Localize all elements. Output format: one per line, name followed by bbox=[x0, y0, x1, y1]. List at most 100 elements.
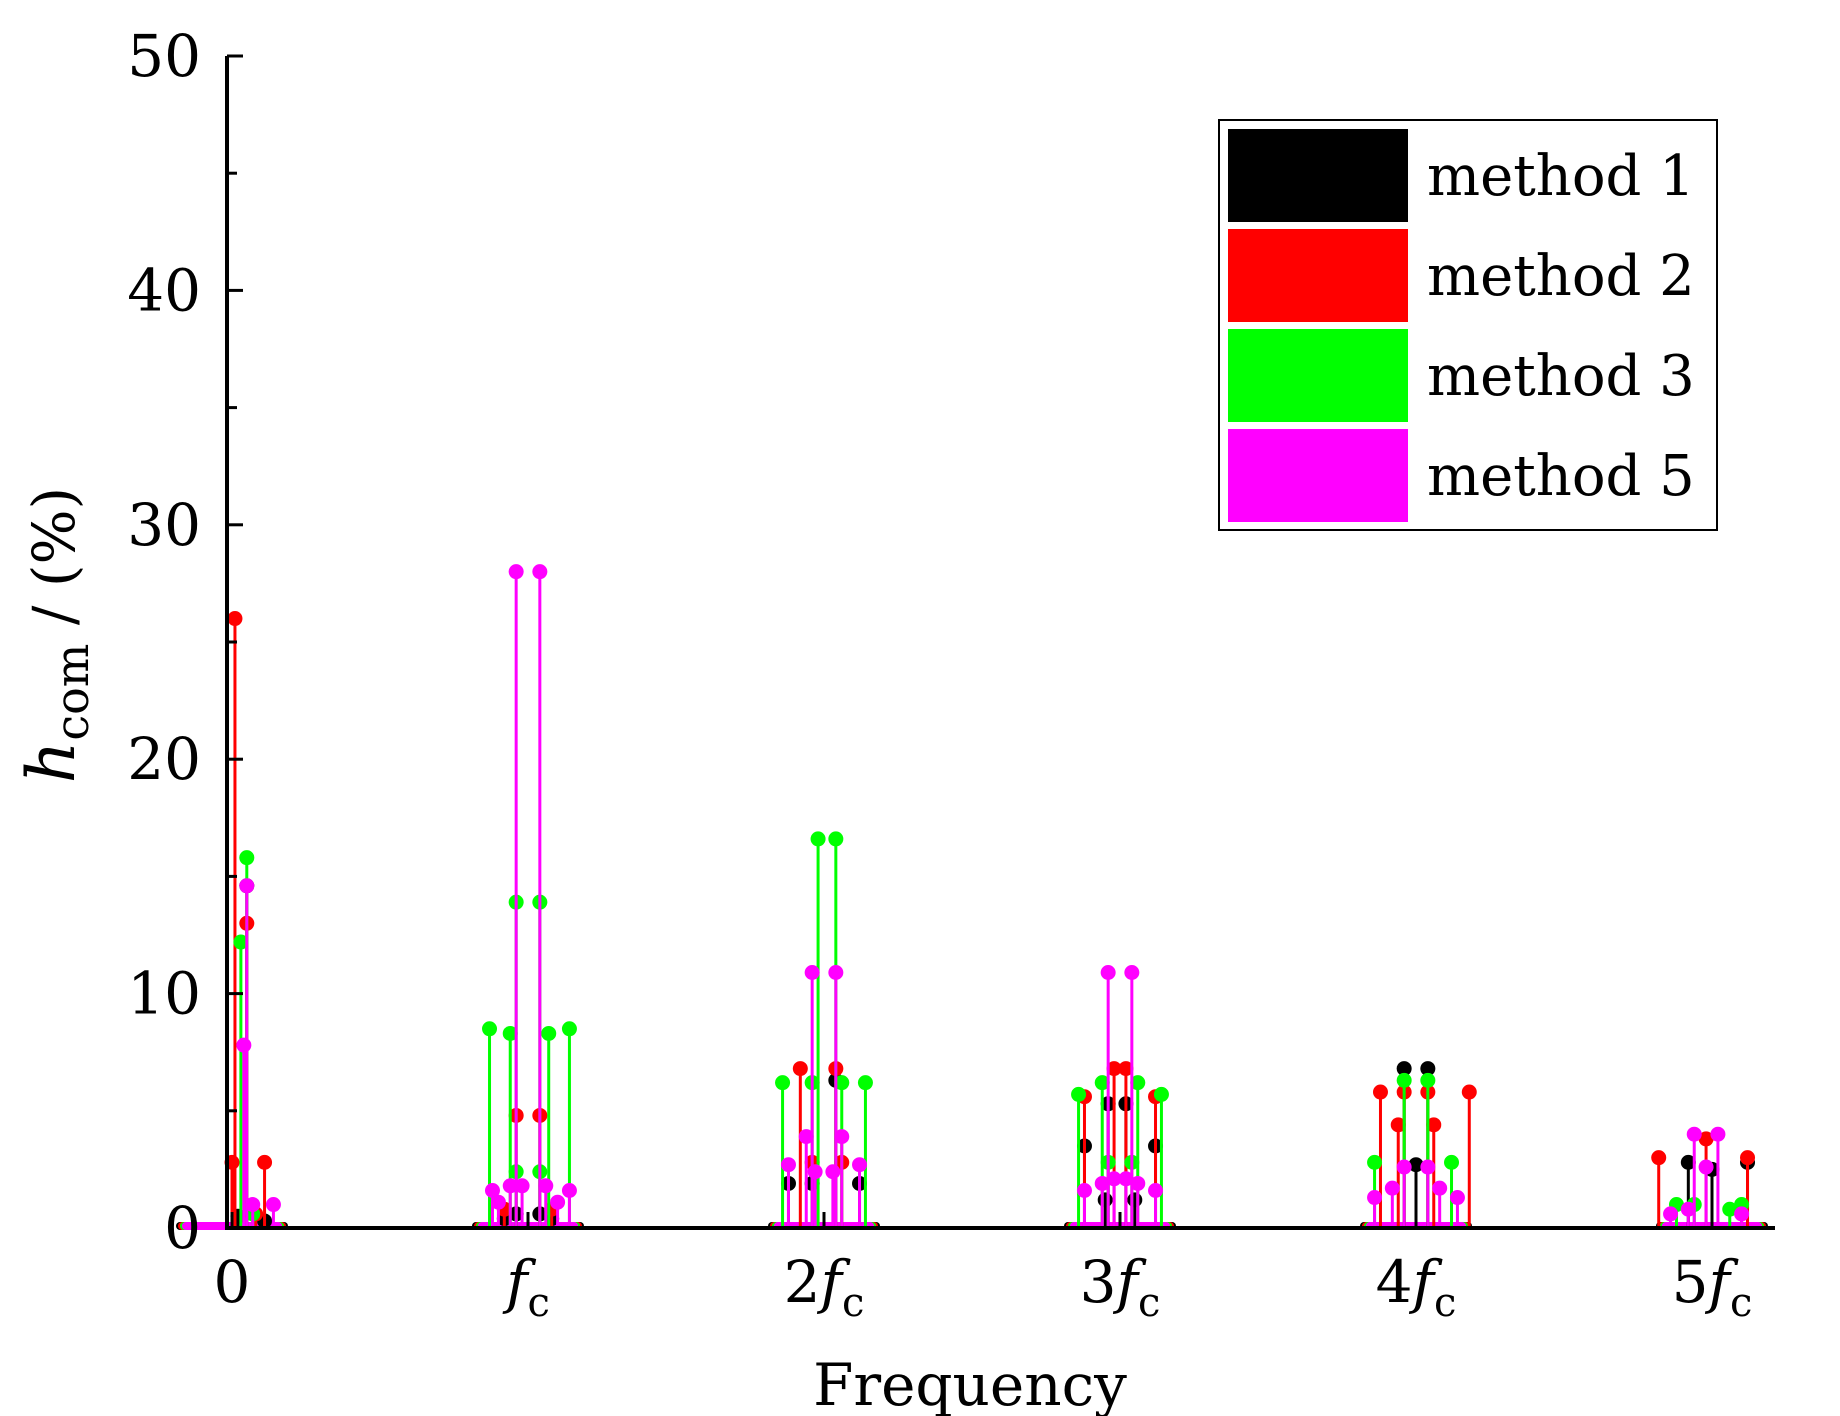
stem-marker-method-5 bbox=[1734, 1206, 1750, 1222]
stem-marker-method-2 bbox=[1426, 1117, 1442, 1133]
stem-marker-method-2 bbox=[1651, 1150, 1667, 1166]
legend-label-method-3: method 3 bbox=[1427, 344, 1695, 409]
x-tick-label: 0 bbox=[214, 1248, 251, 1316]
y-tick-label: 20 bbox=[127, 725, 201, 793]
axes: 0 10 20 30 40 50 0 fc 2fc 3fc 4fc 5fc Frequency hcom … bbox=[13, 22, 1775, 1416]
stem-marker-method-5 bbox=[1686, 1126, 1702, 1142]
stem-marker-method-2 bbox=[1372, 1084, 1388, 1100]
x-tick-label: 4fc bbox=[1376, 1248, 1457, 1326]
stem-marker-method-5 bbox=[550, 1194, 566, 1210]
stem-marker-method-2 bbox=[1740, 1150, 1756, 1166]
stem-marker-method-3 bbox=[1722, 1201, 1738, 1217]
stem-marker-method-5 bbox=[484, 1182, 500, 1198]
stem-marker-method-3 bbox=[561, 1021, 577, 1037]
stem-marker-method-3 bbox=[1153, 1086, 1169, 1102]
stem-marker-method-1 bbox=[1127, 1192, 1143, 1208]
stem-marker-method-5 bbox=[1106, 1171, 1122, 1187]
stem-marker-method-5 bbox=[245, 1197, 261, 1213]
stem-marker-method-5 bbox=[1076, 1182, 1092, 1198]
stem-marker-method-5 bbox=[1680, 1201, 1696, 1217]
stem-marker-method-2 bbox=[1698, 1131, 1714, 1147]
stem-marker-method-5 bbox=[532, 564, 548, 580]
stem-marker-method-1 bbox=[1097, 1192, 1113, 1208]
stem-marker-method-2 bbox=[1390, 1117, 1406, 1133]
stem-marker-method-5 bbox=[1094, 1175, 1110, 1191]
stem-marker-method-5 bbox=[1710, 1126, 1726, 1142]
stem-marker-method-5 bbox=[1130, 1175, 1146, 1191]
stem-marker-method-5 bbox=[490, 1194, 506, 1210]
stem-marker-method-5 bbox=[265, 1197, 281, 1213]
stem-marker-method-5 bbox=[1698, 1159, 1714, 1175]
stem-marker-method-3 bbox=[1130, 1075, 1146, 1091]
stem-marker-method-3 bbox=[1367, 1154, 1383, 1170]
stem-marker-method-3 bbox=[775, 1075, 791, 1091]
stem-marker-method-5 bbox=[828, 965, 844, 981]
stem-marker-method-3 bbox=[828, 831, 844, 847]
stem-marker-method-3 bbox=[239, 850, 255, 866]
stem-marker-method-5 bbox=[1384, 1180, 1400, 1196]
stem-marker-method-5 bbox=[1432, 1180, 1448, 1196]
stem-marker-method-2 bbox=[1106, 1061, 1122, 1077]
stem-marker-method-5 bbox=[1663, 1206, 1679, 1222]
stem-marker-method-5 bbox=[1100, 965, 1116, 981]
stem-marker-method-3 bbox=[541, 1025, 557, 1041]
data-stems bbox=[176, 564, 1768, 1230]
legend-label-method-2: method 2 bbox=[1427, 244, 1695, 309]
stem-marker-method-5 bbox=[852, 1157, 868, 1173]
stem-marker-method-1 bbox=[1396, 1061, 1412, 1077]
stem-marker-method-5 bbox=[236, 1037, 252, 1053]
stem-marker-method-5 bbox=[514, 1178, 530, 1194]
stem-marker-method-5 bbox=[798, 1129, 814, 1145]
stem-marker-method-5 bbox=[239, 878, 255, 894]
stem-marker-method-5 bbox=[502, 1178, 518, 1194]
x-tick-label: 2fc bbox=[784, 1248, 865, 1326]
legend-label-method-1: method 1 bbox=[1427, 144, 1695, 209]
stem-marker-method-2 bbox=[227, 611, 243, 627]
stem-marker-method-3 bbox=[834, 1075, 850, 1091]
legend-swatch-method-3 bbox=[1228, 329, 1408, 422]
y-tick-label: 50 bbox=[127, 22, 201, 90]
stem-marker-method-3 bbox=[857, 1075, 873, 1091]
stem-marker-method-1 bbox=[1420, 1061, 1436, 1077]
y-tick-label: 10 bbox=[127, 960, 201, 1028]
stem-marker-method-5 bbox=[825, 1164, 841, 1180]
stem-marker-method-3 bbox=[482, 1021, 498, 1037]
stem-marker-method-3 bbox=[233, 934, 249, 950]
stem-marker-method-3 bbox=[810, 831, 826, 847]
stem-marker-method-5 bbox=[1367, 1190, 1383, 1206]
x-tick-label: fc bbox=[502, 1248, 550, 1326]
stem-marker-method-5 bbox=[804, 965, 820, 981]
stem-marker-method-5 bbox=[561, 1182, 577, 1198]
legend-label-method-5: method 5 bbox=[1427, 444, 1695, 509]
stem-marker-method-1 bbox=[1408, 1157, 1424, 1173]
stem-marker-method-5 bbox=[834, 1129, 850, 1145]
stem-marker-method-5 bbox=[1396, 1159, 1412, 1175]
stem-marker-method-3 bbox=[1444, 1154, 1460, 1170]
stem-marker-method-3 bbox=[1420, 1072, 1436, 1088]
legend-swatch-method-2 bbox=[1228, 229, 1408, 322]
x-axis-title: Frequency bbox=[813, 1351, 1127, 1416]
stem-marker-method-5 bbox=[508, 564, 524, 580]
stem-marker-method-3 bbox=[1071, 1086, 1087, 1102]
stem-marker-method-2 bbox=[1461, 1084, 1477, 1100]
stem-marker-method-5 bbox=[807, 1164, 823, 1180]
stem-marker-method-1 bbox=[1680, 1154, 1696, 1170]
stem-marker-method-5 bbox=[538, 1178, 554, 1194]
stem-marker-method-2 bbox=[257, 1154, 273, 1170]
y-axis-title: hcom / (%) bbox=[13, 487, 99, 783]
legend: method 1 method 2 method 3 method 5 bbox=[1218, 119, 1718, 531]
stem-marker-method-3 bbox=[502, 1025, 518, 1041]
stem-marker-method-5 bbox=[1148, 1182, 1164, 1198]
y-tick-label: 0 bbox=[164, 1194, 201, 1262]
stem-marker-method-2 bbox=[792, 1061, 808, 1077]
x-tick-label: 3fc bbox=[1080, 1248, 1161, 1326]
stem-marker-method-5 bbox=[780, 1157, 796, 1173]
stem-marker-method-3 bbox=[1094, 1075, 1110, 1091]
x-tick-label: 5fc bbox=[1672, 1248, 1753, 1326]
y-tick-label: 40 bbox=[127, 256, 201, 324]
legend-swatch-method-5 bbox=[1228, 429, 1408, 522]
stem-marker-method-5 bbox=[1124, 965, 1140, 981]
y-tick-label: 30 bbox=[127, 491, 201, 559]
stem-marker-method-5 bbox=[1118, 1171, 1134, 1187]
